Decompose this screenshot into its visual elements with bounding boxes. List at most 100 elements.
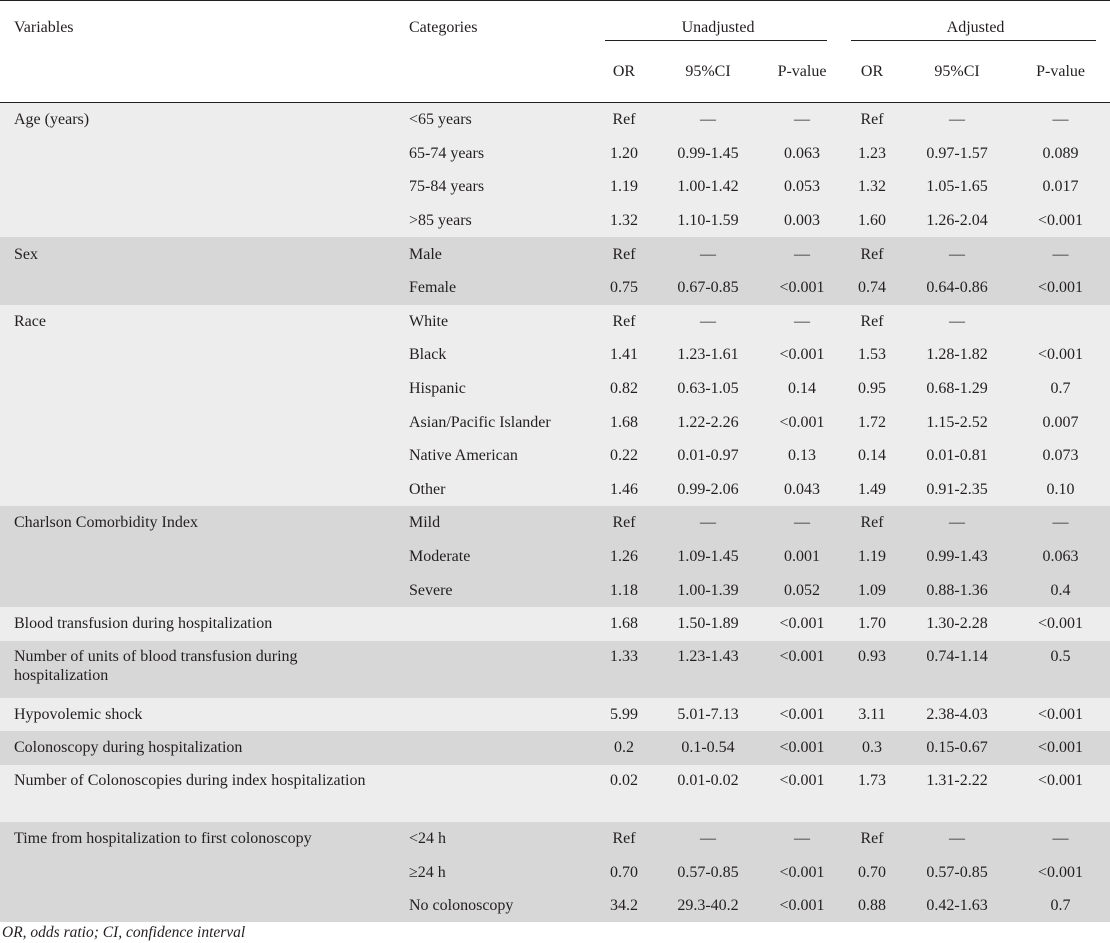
variable-cell [0, 203, 395, 238]
adjusted-ci-cell: 1.28-1.82 [903, 338, 1012, 372]
ci-cell: 1.22-2.26 [653, 405, 763, 439]
or-cell: 1.68 [595, 405, 653, 439]
adjusted-or-cell: 1.09 [841, 573, 904, 607]
ci-cell: 1.00-1.39 [653, 573, 763, 607]
category-cell: Hispanic [395, 371, 595, 406]
table-row: Hispanic 0.82 0.63-1.05 0.14 0.95 0.68-1… [0, 371, 1110, 406]
adjusted-rule [851, 40, 1097, 41]
header-blank-1 [0, 41, 395, 103]
or-cell: 1.18 [595, 573, 653, 607]
ci-cell: — [653, 821, 763, 856]
adjusted-p-value-cell: <0.001 [1011, 270, 1110, 305]
adjusted-p-value-cell: 0.4 [1011, 573, 1110, 607]
table-row: Blood transfusion during hospitalization… [0, 606, 1110, 641]
adjusted-or-cell: 1.19 [841, 539, 904, 574]
adjusted-or-cell: 1.72 [841, 405, 904, 439]
adjusted-p-value-cell: <0.001 [1011, 338, 1110, 372]
adjusted-ci-cell: 1.30-2.28 [903, 606, 1012, 641]
category-cell: <65 years [395, 102, 595, 137]
category-cell [395, 606, 595, 641]
adjusted-or-cell: Ref [841, 506, 904, 540]
variable-cell [0, 170, 395, 204]
or-cell: Ref [595, 304, 653, 339]
adjusted-or-cell: 0.88 [841, 888, 904, 923]
or-cell: 34.2 [595, 888, 653, 923]
adjusted-p-value-cell: — [1011, 821, 1110, 856]
ci-cell: 0.01-0.97 [653, 438, 763, 473]
or-cell: 1.26 [595, 539, 653, 574]
adjusted-or-cell: 1.23 [841, 136, 904, 171]
adjusted-ci-cell: — [903, 821, 1012, 856]
header-adjusted: Adjusted [841, 1, 1110, 41]
variable-cell [0, 405, 395, 439]
or-cell: Ref [595, 821, 653, 856]
p-value-cell: — [763, 304, 842, 339]
adjusted-ci-cell: — [903, 304, 1012, 339]
p-value-cell: — [763, 237, 842, 271]
header-categories: Categories [409, 19, 478, 36]
category-cell: Moderate [395, 539, 595, 574]
adjusted-p-value-cell: 0.063 [1011, 539, 1110, 574]
p-value-cell: <0.001 [763, 338, 842, 372]
ci-cell: 1.23-1.43 [653, 640, 763, 698]
header-variables: Variables [14, 19, 74, 36]
table-row: Age (years) <65 years Ref — — Ref — — [0, 102, 1110, 137]
or-cell: 1.33 [595, 640, 653, 698]
table-row: ≥24 h 0.70 0.57-0.85 <0.001 0.70 0.57-0.… [0, 855, 1110, 889]
adjusted-p-value-cell: — [1011, 506, 1110, 540]
adjusted-or-cell: 0.93 [841, 640, 904, 698]
variable-cell: Charlson Comorbidity Index [0, 506, 395, 540]
adjusted-or-cell: Ref [841, 237, 904, 271]
table-row: Native American 0.22 0.01-0.97 0.13 0.14… [0, 438, 1110, 473]
variable-cell [0, 371, 395, 406]
variable-cell [0, 472, 395, 507]
unadjusted-rule [605, 40, 828, 41]
ci-cell: — [653, 304, 763, 339]
table-row: Severe 1.18 1.00-1.39 0.052 1.09 0.88-1.… [0, 573, 1110, 607]
variable-cell: Race [0, 304, 395, 339]
adjusted-or-cell: 0.14 [841, 438, 904, 473]
adjusted-p-value-cell: 0.5 [1011, 640, 1110, 698]
variable-cell [0, 338, 395, 372]
p-value-cell: <0.001 [763, 731, 842, 765]
category-cell: White [395, 304, 595, 339]
adjusted-p-value-cell: — [1011, 237, 1110, 271]
table-row: Other 1.46 0.99-2.06 0.043 1.49 0.91-2.3… [0, 472, 1110, 507]
variable-cell [0, 270, 395, 305]
table-header: Variables Categories Unadjusted Adjusted… [0, 0, 1110, 103]
adjusted-ci-cell: 1.31-2.22 [903, 764, 1012, 822]
category-cell: Black [395, 338, 595, 372]
table-row: Moderate 1.26 1.09-1.45 0.001 1.19 0.99-… [0, 539, 1110, 574]
variable-cell [0, 539, 395, 574]
category-cell: 65-74 years [395, 136, 595, 171]
category-cell: Asian/Pacific Islander [395, 405, 595, 439]
ci-cell: 1.23-1.61 [653, 338, 763, 372]
adjusted-or-cell: 3.11 [841, 697, 904, 732]
p-value-cell: <0.001 [763, 697, 842, 732]
category-cell [395, 697, 595, 732]
adjusted-ci-cell: 0.57-0.85 [903, 855, 1012, 889]
adjusted-p-value-cell: 0.017 [1011, 170, 1110, 204]
variable-cell: Hypovolemic shock [0, 697, 395, 732]
category-cell: >85 years [395, 203, 595, 238]
p-value-cell: <0.001 [763, 405, 842, 439]
header-ci: 95%CI [685, 62, 731, 80]
category-cell [395, 731, 595, 765]
ci-cell: — [653, 237, 763, 271]
adjusted-or-cell: 1.49 [841, 472, 904, 507]
adjusted-p-value-cell: 0.7 [1011, 371, 1110, 406]
adjusted-p-value-cell: 0.089 [1011, 136, 1110, 171]
p-value-cell: 0.043 [763, 472, 842, 507]
variable-cell [0, 888, 395, 923]
adjusted-ci-cell: 0.97-1.57 [903, 136, 1012, 171]
adjusted-ci-cell: 0.15-0.67 [903, 731, 1012, 765]
p-value-cell: 0.053 [763, 170, 842, 204]
table-row: Time from hospitalization to first colon… [0, 821, 1110, 856]
adjusted-p-value-cell [1011, 304, 1110, 339]
adjusted-ci-cell: — [903, 506, 1012, 540]
ci-cell: 29.3-40.2 [653, 888, 763, 923]
adjusted-ci-cell: 0.91-2.35 [903, 472, 1012, 507]
p-value-cell: 0.13 [763, 438, 842, 473]
category-cell: 75-84 years [395, 170, 595, 204]
